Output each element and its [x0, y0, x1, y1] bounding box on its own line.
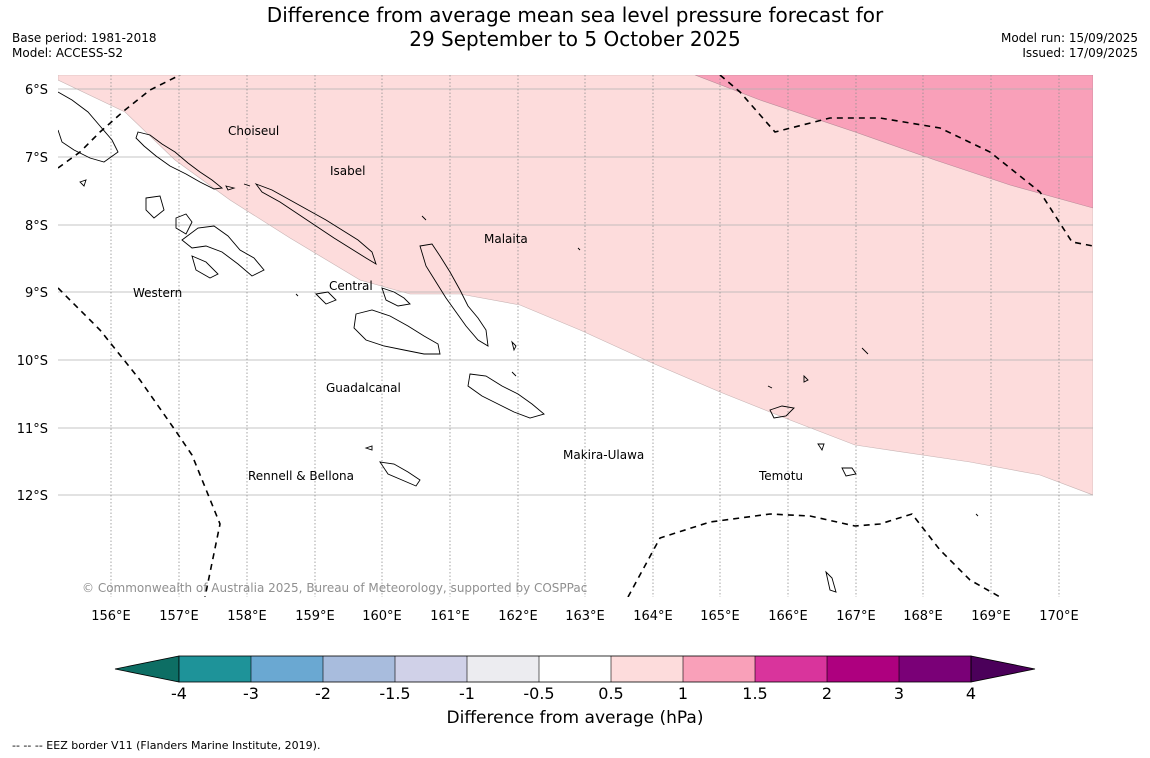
new-georgia-group — [145, 195, 265, 279]
colorbar-dividers — [250, 656, 900, 682]
lon-label: 168°E — [903, 609, 943, 624]
lon-label: 165°E — [700, 609, 740, 624]
lon-label: 167°E — [836, 609, 876, 624]
label-rennell-bellona: Rennell & Bellona — [248, 469, 354, 483]
eez-borders — [58, 75, 1093, 597]
colorbar-tick: -2 — [315, 684, 331, 703]
anomaly-band-0-5-1 — [58, 75, 1093, 496]
colorbar-axis-label: Difference from average (hPa) — [446, 708, 704, 728]
bougainville-coast — [58, 91, 119, 163]
coastlines — [58, 91, 979, 593]
label-choiseul: Choiseul — [228, 124, 279, 138]
lon-label: 160°E — [362, 609, 402, 624]
longitude-lines — [110, 75, 1060, 597]
florida-islands — [315, 287, 411, 307]
eez-footnote: -- -- -- EEZ border V11 (Flanders Marine… — [12, 739, 321, 752]
malaita-island — [419, 243, 489, 347]
eez-border-south-west — [58, 287, 221, 597]
label-central: Central — [329, 279, 373, 293]
eez-border-south — [627, 513, 1001, 597]
isabel-island — [254, 183, 377, 266]
rennell-island — [364, 445, 421, 487]
colorbar-extend-high — [970, 655, 1036, 683]
lon-label: 166°E — [768, 609, 808, 624]
colorbar-tick: -3 — [243, 684, 259, 703]
colorbar-tick-labels: -4 -3 -2 -1.5 -1 -0.5 0.5 1 1.5 2 3 4 — [171, 684, 976, 703]
label-guadalcanal: Guadalcanal — [326, 381, 401, 395]
lat-label: 8°S — [25, 219, 48, 234]
colorbar-tick: -1.5 — [379, 684, 410, 703]
guadalcanal-island — [353, 309, 441, 355]
latitude-lines — [58, 88, 1093, 496]
colorbar-extend-low — [114, 655, 180, 683]
title-line-1: Difference from average mean sea level p… — [266, 3, 884, 27]
colorbar-swatch — [827, 656, 899, 682]
copyright-notice: © Commonwealth of Australia 2025, Bureau… — [82, 581, 587, 595]
title-line-2: 29 September to 5 October 2025 — [409, 27, 741, 51]
small-islets — [79, 179, 773, 389]
lat-label: 12°S — [17, 489, 48, 504]
colorbar-tick: 1 — [678, 684, 688, 703]
lon-label: 159°E — [295, 609, 335, 624]
lat-label: 9°S — [25, 286, 48, 301]
colorbar-tick: 4 — [966, 684, 976, 703]
lon-label: 163°E — [565, 609, 605, 624]
lat-label: 6°S — [25, 83, 48, 98]
colorbar-frame — [178, 655, 972, 683]
latitude-axis-labels: 6°S 7°S 8°S 9°S 10°S 11°S 12°S — [17, 83, 48, 504]
colorbar-tick: -0.5 — [523, 684, 554, 703]
label-makira-ulawa: Makira-Ulawa — [563, 448, 644, 462]
lon-label: 162°E — [498, 609, 538, 624]
colorbar-swatch — [251, 656, 323, 682]
colorbar-swatch — [467, 656, 539, 682]
lat-label: 11°S — [17, 422, 48, 437]
model-name: Model: ACCESS-S2 — [12, 46, 124, 60]
label-western: Western — [133, 286, 182, 300]
map-layers — [58, 75, 1093, 597]
graticule — [58, 75, 1093, 597]
colorbar-tick: -1 — [459, 684, 475, 703]
longitude-axis-labels: 156°E 157°E 158°E 159°E 160°E 161°E 162°… — [91, 609, 1079, 624]
colorbar-tick: 0.5 — [598, 684, 623, 703]
eez-border-north-west — [58, 75, 181, 169]
lon-label: 169°E — [971, 609, 1011, 624]
label-temotu: Temotu — [758, 469, 803, 483]
issued-date: Issued: 17/09/2025 — [1022, 46, 1138, 60]
colorbar: -4 -3 -2 -1.5 -1 -0.5 0.5 1 1.5 2 3 4 — [114, 655, 1036, 703]
lat-label: 10°S — [17, 354, 48, 369]
colorbar-swatch — [395, 656, 467, 682]
lon-label: 170°E — [1039, 609, 1079, 624]
lon-label: 161°E — [430, 609, 470, 624]
label-isabel: Isabel — [330, 164, 365, 178]
santa-cruz-islands — [769, 347, 979, 593]
meta-right: Model run: 15/09/2025 Issued: 17/09/2025 — [1001, 31, 1138, 61]
colorbar-swatch — [611, 656, 683, 682]
lon-label: 158°E — [227, 609, 267, 624]
base-period: Base period: 1981-2018 — [12, 31, 157, 45]
colorbar-tick: 3 — [894, 684, 904, 703]
makira-island — [467, 373, 545, 419]
lon-label: 164°E — [633, 609, 673, 624]
colorbar-tick: 1.5 — [742, 684, 767, 703]
colorbar-swatch — [899, 656, 971, 682]
colorbar-swatch — [755, 656, 827, 682]
meta-left: Base period: 1981-2018 Model: ACCESS-S2 — [12, 31, 157, 61]
anomaly-band-1-1-5 — [694, 75, 1093, 209]
colorbar-swatch — [683, 656, 755, 682]
model-run: Model run: 15/09/2025 — [1000, 31, 1138, 45]
lon-label: 156°E — [91, 609, 131, 624]
map-title: Difference from average mean sea level p… — [0, 3, 1150, 51]
colorbar-tick: 2 — [822, 684, 832, 703]
lon-label: 157°E — [159, 609, 199, 624]
colorbar-swatch — [539, 656, 611, 682]
colorbar-tick: -4 — [171, 684, 187, 703]
label-malaita: Malaita — [484, 232, 528, 246]
eez-border-east — [719, 75, 1093, 247]
colorbar-swatch — [179, 656, 251, 682]
region-labels: Choiseul Isabel Malaita Western Central … — [133, 124, 803, 483]
lat-label: 7°S — [25, 151, 48, 166]
colorbar-swatch — [323, 656, 395, 682]
choiseul-island — [135, 131, 224, 190]
